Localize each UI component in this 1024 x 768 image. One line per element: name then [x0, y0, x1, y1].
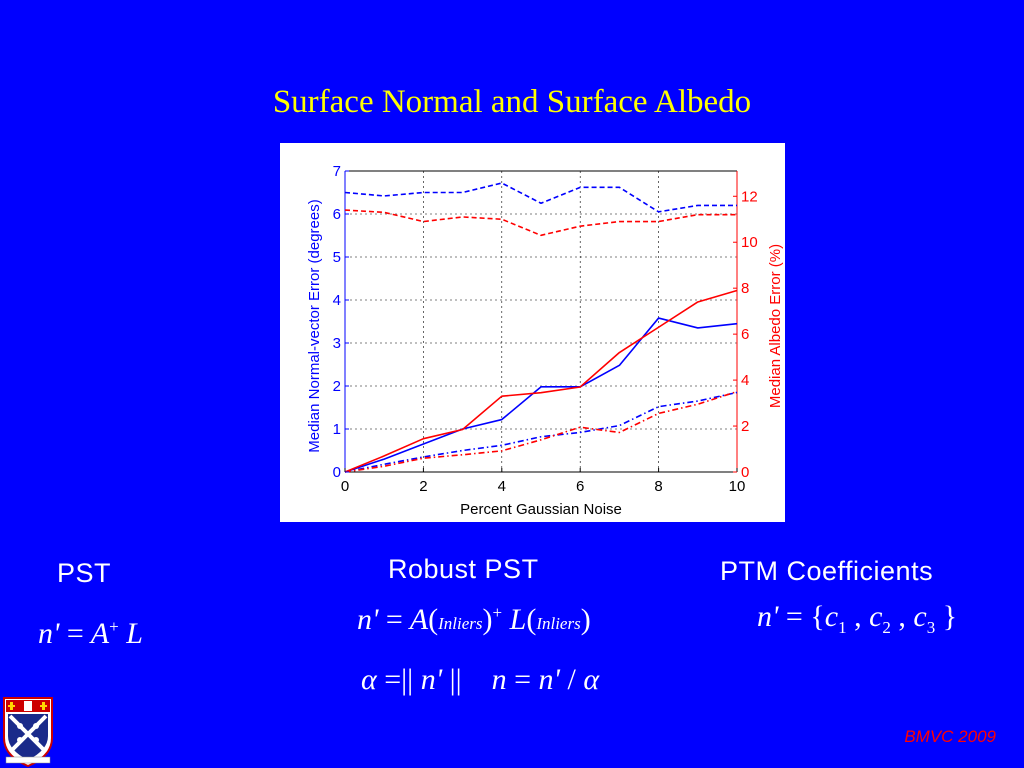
x-tick-label: 0: [341, 478, 349, 495]
y-tick-label: 0: [333, 464, 341, 481]
y-tick-label: 7: [333, 163, 341, 180]
y2-tick-label: 4: [741, 372, 749, 389]
y2-tick-label: 2: [741, 418, 749, 435]
slide-title: Surface Normal and Surface Albedo: [272, 84, 752, 120]
series-line-4: [344, 209, 737, 237]
x-tick-label: 6: [576, 478, 584, 495]
y-axis-label: Median Normal-vector Error (degrees): [306, 199, 323, 452]
ptm-coefficients-label: PTM Coefficients: [720, 556, 934, 586]
chart-panel: 0 2 4 6 8 10 0 1 2 3 4 5 6 7 0 2 4 6 8 10 12 Percent Gaussia…: [280, 143, 785, 522]
university-crest-logo: [3, 697, 53, 768]
y2-axis-label: Median Albedo Error (%): [767, 244, 784, 408]
robust-pst-equation: n' = A(Inliers)+ L(Inliers): [357, 603, 591, 636]
series-line-5: [344, 289, 738, 473]
x-tick-label: 8: [654, 478, 662, 495]
robust-norm-equation: α =|| n' || n = n' / α: [361, 663, 600, 696]
y2-tick-label: 10: [741, 234, 758, 251]
chart-axes: [344, 170, 738, 473]
chart-grid: [345, 171, 737, 472]
series-line-1: [344, 182, 737, 213]
ptm-equation: n' = {c1 , c2 , c3 }: [757, 600, 958, 637]
y2-tick-label: 12: [741, 188, 758, 205]
pst-label: PST: [57, 558, 112, 588]
series-line-6: [344, 390, 738, 473]
y2-tick-label: 6: [741, 326, 749, 343]
x-tick-label: 2: [419, 478, 427, 495]
chart-series-group: [344, 182, 738, 473]
y2-tick-label: 8: [741, 280, 749, 297]
conference-footer: BMVC 2009: [904, 727, 996, 746]
x-tick-label: 10: [729, 478, 746, 495]
robust-pst-label: Robust PST: [388, 554, 539, 584]
y-tick-label: 2: [333, 378, 341, 395]
y-tick-label: 1: [333, 421, 341, 438]
y-tick-label: 3: [333, 335, 341, 352]
pst-equation: n' = A+ L: [38, 617, 143, 650]
x-tick-label: 4: [498, 478, 506, 495]
y2-tick-label: 0: [741, 464, 749, 481]
y-tick-label: 4: [333, 292, 341, 309]
series-line-2: [344, 317, 738, 473]
y-tick-label: 6: [333, 206, 341, 223]
x-axis-label: Percent Gaussian Noise: [460, 501, 622, 518]
series-line-3: [344, 391, 738, 473]
y-tick-label: 5: [333, 249, 341, 266]
